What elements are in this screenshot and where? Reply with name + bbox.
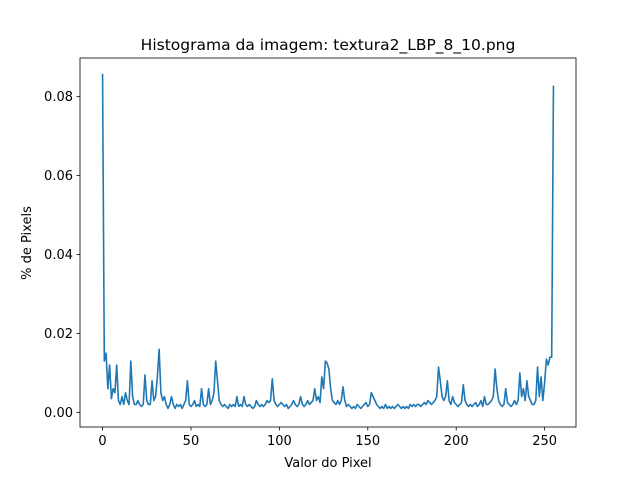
chart-title: Histograma da imagem: textura2_LBP_8_10.… bbox=[141, 36, 516, 55]
plot-frame bbox=[79, 57, 577, 428]
x-tick-label: 50 bbox=[183, 434, 200, 449]
data-line bbox=[101, 73, 555, 410]
x-tick-label: 0 bbox=[98, 434, 106, 449]
y-tick-label: 0.02 bbox=[44, 327, 73, 342]
y-axis-label: % de Pixels bbox=[20, 206, 35, 280]
x-tick-label: 150 bbox=[355, 434, 380, 449]
y-tick-label: 0.04 bbox=[44, 248, 73, 263]
x-tick-label: 250 bbox=[532, 434, 557, 449]
y-tick-label: 0.08 bbox=[44, 90, 73, 105]
x-tick-label: 100 bbox=[267, 434, 292, 449]
x-axis-label: Valor do Pixel bbox=[284, 456, 371, 471]
y-tick-label: 0.00 bbox=[44, 406, 73, 421]
y-tick-label: 0.06 bbox=[44, 169, 73, 184]
x-tick-label: 200 bbox=[444, 434, 469, 449]
